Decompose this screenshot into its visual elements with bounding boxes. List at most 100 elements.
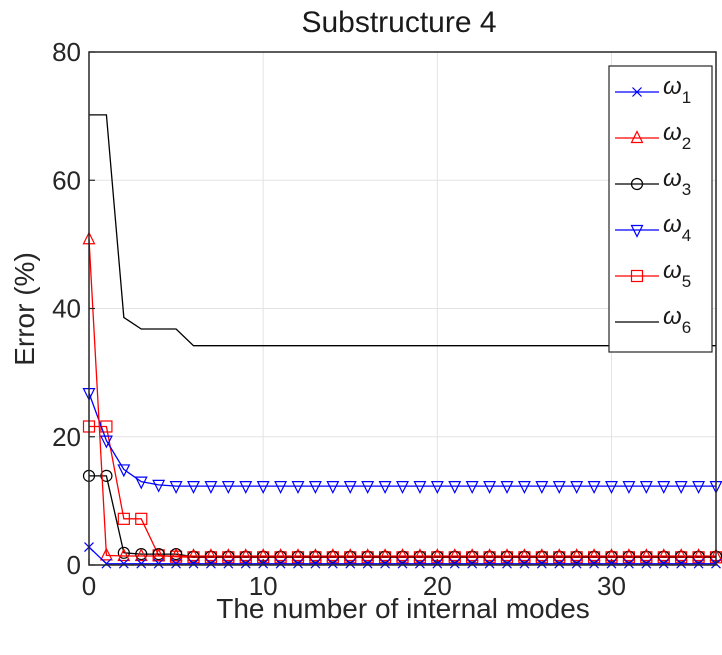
data-point	[623, 558, 634, 569]
data-point	[99, 547, 113, 561]
x-tick-label: 30	[597, 571, 626, 601]
data-point	[692, 481, 706, 494]
legend-label: ω5	[663, 257, 691, 291]
x-tick-label: 20	[423, 571, 452, 601]
data-point	[378, 481, 392, 494]
x-tick-label: 0	[82, 571, 96, 601]
data-point	[310, 558, 321, 569]
data-point	[674, 481, 688, 494]
y-tick-label: 0	[67, 550, 81, 580]
data-point	[169, 481, 183, 494]
data-point	[135, 512, 148, 525]
data-point	[630, 269, 644, 283]
data-point	[448, 548, 462, 562]
data-point	[676, 558, 687, 569]
data-point	[361, 548, 375, 562]
data-point	[291, 548, 305, 562]
data-point	[117, 546, 130, 559]
data-point	[589, 558, 600, 569]
legend-label: ω4	[663, 211, 691, 245]
legend-label: ω6	[663, 303, 691, 337]
data-point	[535, 548, 549, 562]
data-point	[187, 548, 200, 562]
legend: ω1 ω2 ω3 ω4 ω5 ω6	[608, 65, 713, 353]
data-point	[536, 558, 547, 569]
data-point	[187, 481, 200, 494]
data-point	[205, 558, 216, 569]
data-point	[500, 548, 514, 562]
data-point	[587, 548, 601, 562]
legend-item-4: ω4	[615, 211, 691, 245]
data-point	[343, 548, 357, 562]
data-point	[639, 481, 653, 494]
axis-ticks: 0 10 20 30 0 20 40 60 80	[52, 37, 626, 601]
legend-item-5: ω5	[615, 257, 691, 291]
data-point	[517, 548, 531, 562]
data-point	[630, 224, 644, 238]
data-point	[256, 481, 270, 494]
data-point	[308, 548, 322, 562]
y-tick-label: 40	[52, 294, 81, 324]
legend-item-1: ω1	[615, 73, 691, 107]
data-point	[622, 548, 636, 562]
data-point	[240, 558, 251, 569]
data-point	[380, 558, 391, 569]
data-point	[239, 548, 253, 562]
chart-title: Substructure 4	[301, 6, 496, 39]
data-point	[605, 481, 618, 494]
data-point	[274, 481, 288, 494]
data-point	[275, 558, 286, 569]
data-point	[430, 481, 444, 494]
data-point	[519, 558, 530, 569]
data-point	[396, 481, 409, 494]
series-line	[88, 239, 716, 557]
legend-item-2: ω2	[615, 119, 691, 153]
data-point	[465, 481, 479, 494]
data-point	[291, 481, 305, 494]
data-point	[204, 481, 218, 494]
data-point	[467, 558, 478, 569]
data-point	[483, 481, 497, 494]
data-point	[362, 558, 373, 569]
data-point	[693, 558, 704, 569]
data-point	[274, 548, 288, 562]
data-point	[465, 548, 479, 562]
data-point	[657, 481, 671, 494]
data-point	[552, 481, 566, 494]
data-point	[413, 548, 427, 562]
data-point	[396, 548, 409, 562]
data-point	[326, 548, 340, 562]
data-point	[308, 481, 322, 494]
data-point	[188, 558, 199, 569]
data-point	[117, 548, 131, 562]
data-point	[345, 558, 356, 569]
data-point	[517, 481, 531, 494]
data-point	[630, 177, 644, 191]
data-point	[639, 548, 653, 562]
data-point	[361, 481, 375, 494]
data-point	[101, 558, 112, 569]
data-point	[118, 558, 129, 569]
series-layer	[82, 114, 722, 569]
data-point	[500, 481, 514, 494]
data-point	[449, 558, 460, 569]
data-point	[413, 481, 427, 494]
y-tick-label: 20	[52, 422, 81, 452]
x-axis-label: The number of internal modes	[216, 593, 590, 624]
data-point	[630, 130, 644, 144]
data-point	[641, 558, 652, 569]
data-point	[632, 87, 642, 97]
data-point	[239, 481, 253, 494]
data-point	[100, 469, 113, 482]
data-point	[554, 558, 565, 569]
data-point	[204, 548, 218, 562]
data-point	[502, 558, 512, 569]
legend-label: ω2	[663, 119, 691, 153]
legend-item-6: ω6	[615, 303, 691, 337]
data-point	[293, 558, 303, 569]
legend-label: ω1	[663, 73, 691, 107]
data-point	[153, 558, 164, 569]
data-point	[134, 476, 148, 490]
data-point	[99, 435, 113, 449]
